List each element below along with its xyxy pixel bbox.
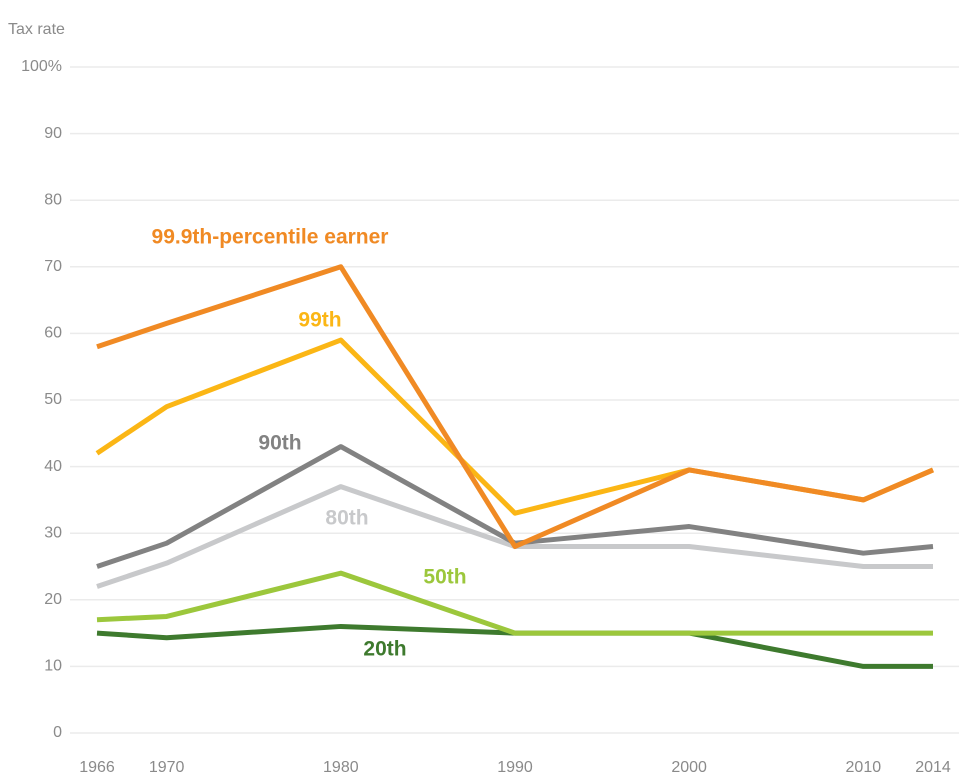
y-tick-label: 80: [44, 191, 62, 208]
y-tick-label: 50: [44, 391, 62, 408]
series-label: 90th: [258, 432, 301, 455]
y-tick-label: 100%: [21, 58, 62, 75]
series-label: 20th: [363, 638, 406, 661]
series-label: 99th: [298, 309, 341, 332]
y-tick-label: 30: [44, 524, 62, 541]
series-line: [96, 264, 934, 550]
x-tick-label: 2014: [915, 759, 951, 776]
y-tick-label: 90: [44, 125, 62, 142]
series-line: [95, 337, 934, 516]
series-label: 50th: [423, 566, 466, 589]
x-tick-label: 1970: [149, 759, 185, 776]
x-tick-label: 2000: [671, 759, 707, 776]
series-label: 99.9th-percentile earner: [152, 226, 389, 249]
series-line: [96, 484, 933, 589]
x-tick-label: 1980: [323, 759, 359, 776]
x-tick-label: 1966: [79, 759, 115, 776]
y-tick-label: 60: [44, 325, 62, 342]
series-line: [96, 570, 933, 636]
y-axis-label: Tax rate: [8, 21, 65, 38]
series-label: 80th: [325, 507, 368, 530]
y-tick-label: 40: [44, 458, 62, 475]
x-tick-label: 2010: [846, 759, 882, 776]
y-tick-label: 0: [53, 724, 62, 741]
x-tick-label: 1990: [497, 759, 533, 776]
y-tick-label: 10: [44, 658, 62, 675]
y-tick-label: 20: [44, 591, 62, 608]
y-tick-label: 70: [44, 258, 62, 275]
